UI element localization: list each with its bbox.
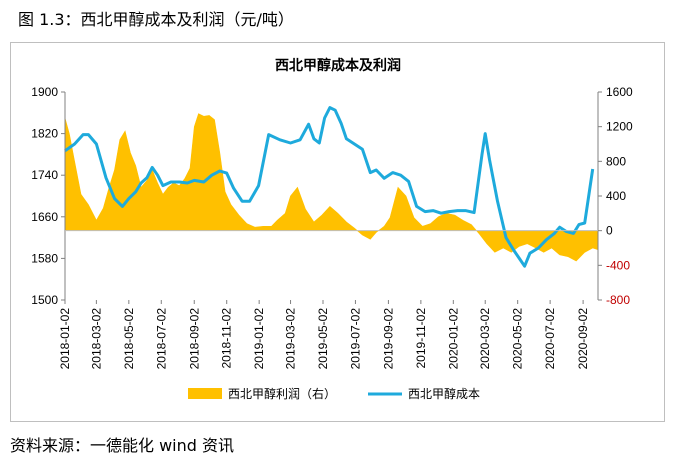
x-tick-label: 2018-09-02	[187, 308, 201, 370]
left-tick-label: 1500	[31, 293, 58, 307]
chart-frame	[10, 42, 665, 422]
source-note: 资料来源：一德能化 wind 资讯	[10, 436, 235, 455]
right-tick-label: 0	[606, 224, 613, 238]
axes: 1900 1820 1740 1660 1580 1500 1600 1200 800 400 0 -…	[31, 85, 633, 369]
x-tick-label: 2018-07-02	[154, 308, 168, 370]
x-tick-label: 2019-09-02	[381, 308, 395, 370]
legend-label-cost: 西北甲醇成本	[408, 386, 480, 401]
left-tick-label: 1900	[31, 85, 58, 99]
cost-line	[64, 106, 595, 268]
x-tick-label: 2018-03-02	[89, 308, 103, 370]
x-tick-label: 2019-03-02	[284, 308, 298, 370]
profit-area-layer	[64, 113, 599, 262]
right-tick-label: 1600	[606, 85, 633, 99]
x-tick-label: 2020-03-02	[478, 308, 492, 370]
x-tick-label: 2019-07-02	[348, 308, 362, 370]
x-tick-label: 2020-07-02	[543, 308, 557, 370]
figure-caption: 图 1.3：西北甲醇成本及利润（元/吨）	[18, 10, 294, 29]
legend[interactable]: 西北甲醇利润（右） 西北甲醇成本	[188, 386, 480, 401]
x-tick-label: 2018-01-02	[58, 308, 72, 370]
x-tick-label: 2019-11-02	[414, 308, 428, 369]
legend-swatch-profit	[188, 388, 222, 399]
x-tick-label: 2019-01-02	[252, 308, 266, 370]
x-tick-label: 2019-05-02	[316, 308, 330, 370]
right-tick-label: 800	[606, 154, 626, 168]
x-tick-label: 2020-01-02	[446, 308, 460, 370]
legend-label-profit: 西北甲醇利润（右）	[228, 386, 336, 401]
left-tick-label: 1820	[31, 127, 58, 141]
x-tick-label: 2018-05-02	[122, 308, 136, 370]
right-tick-label: -400	[606, 258, 630, 272]
chart-title: 西北甲醇成本及利润	[275, 57, 401, 74]
x-tick-label: 2018-11-02	[220, 308, 234, 369]
right-tick-label: -800	[606, 293, 630, 307]
profit-area	[64, 113, 599, 262]
left-tick-label: 1740	[31, 168, 58, 182]
x-tick-label: 2020-09-02	[576, 308, 590, 370]
cost-line-layer	[64, 106, 595, 268]
chart: 西北甲醇成本及利润 1900 1820 1740 1660 1580 1500 1600 12…	[31, 57, 633, 401]
left-tick-label: 1660	[31, 210, 58, 224]
right-tick-label: 400	[606, 189, 626, 203]
right-tick-label: 1200	[606, 120, 633, 134]
left-tick-label: 1580	[31, 251, 58, 265]
x-tick-label: 2020-05-02	[511, 308, 525, 370]
